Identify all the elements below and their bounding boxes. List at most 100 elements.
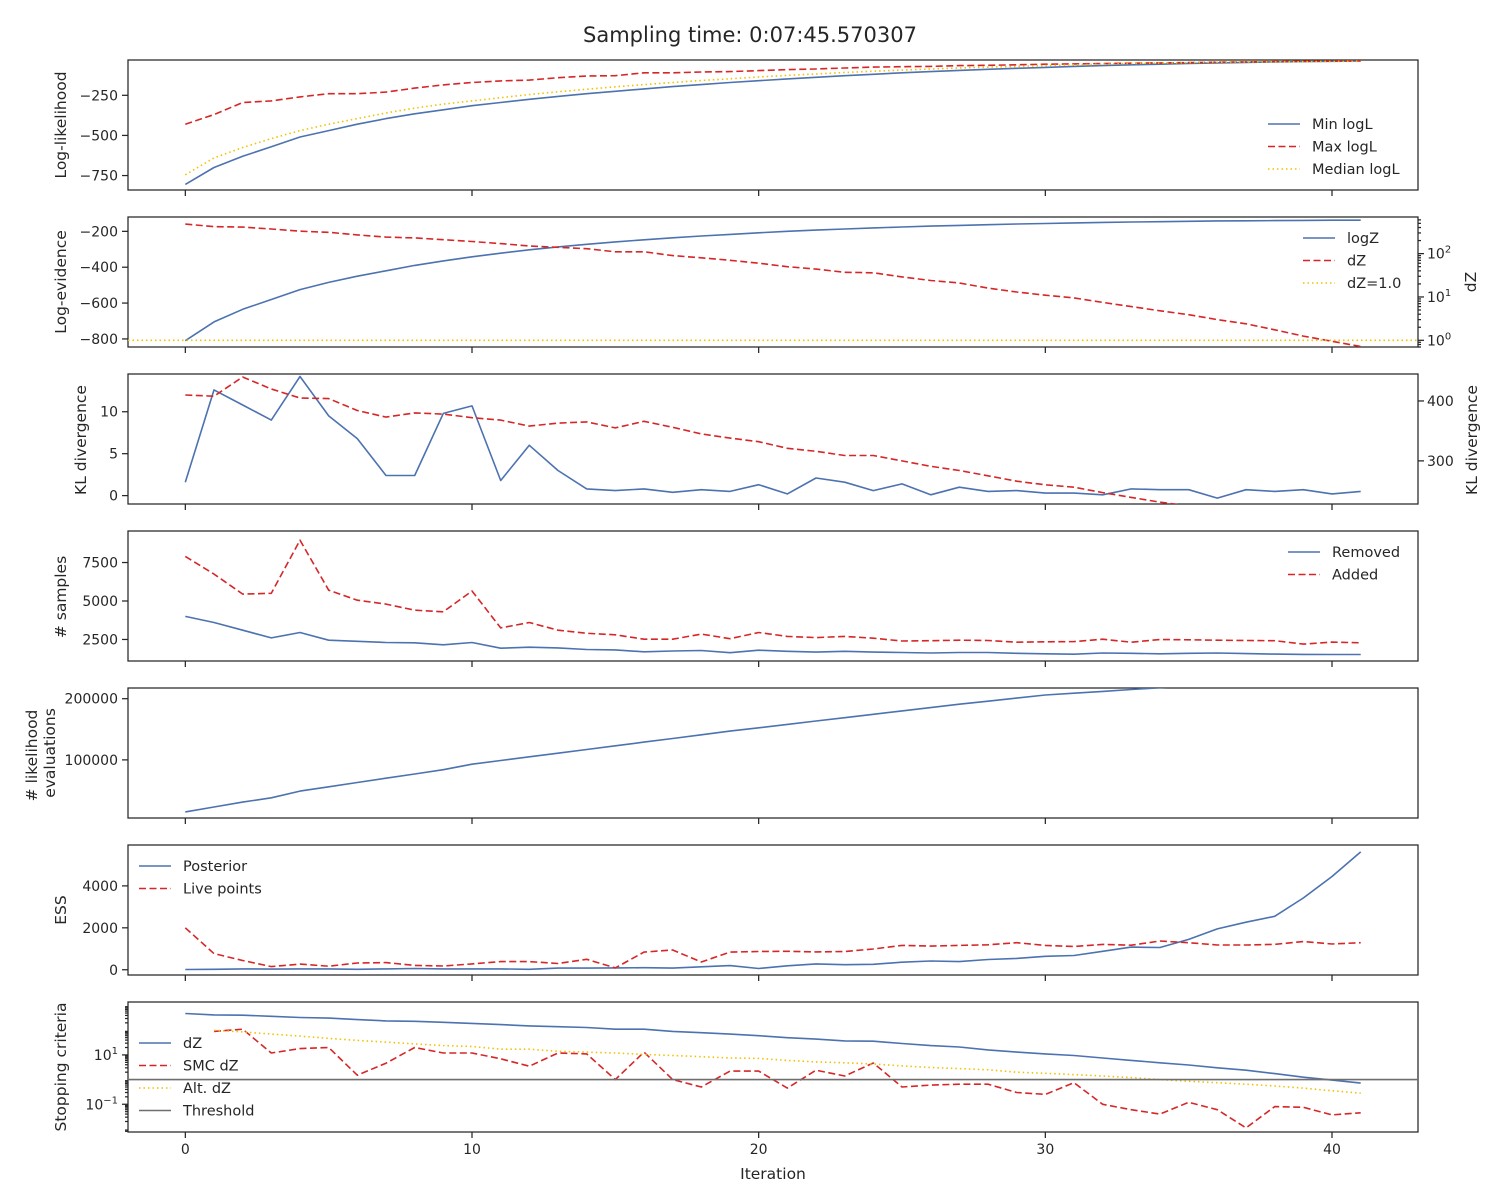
- y-tick-label: 10: [100, 405, 118, 421]
- legend-label: Posterior: [183, 859, 247, 875]
- series-layer: [184, 539, 1361, 656]
- y-tick-label: −800: [80, 332, 118, 348]
- series-line-blue: [185, 688, 1168, 813]
- series-layer: [128, 219, 1418, 347]
- panel-likelihood-evaluations-ylabel: # likelihood evaluations: [23, 705, 59, 802]
- x-tick-label: 10: [463, 1142, 481, 1158]
- series-layer: [128, 1012, 1418, 1129]
- plot-frame: [127, 1001, 1419, 1133]
- y-tick-label: −250: [80, 88, 118, 104]
- series-layer: [185, 688, 1168, 813]
- legend-label: logZ: [1347, 231, 1379, 247]
- ylabel-line-2: evaluations: [41, 708, 59, 798]
- series-line-max-logl: [185, 60, 1361, 125]
- y-tick-label: −600: [80, 296, 118, 312]
- plot-frame: [127, 373, 1419, 505]
- series-line-dz: [185, 223, 1361, 347]
- plot-frame: [127, 59, 1419, 191]
- y-tick-label: −200: [80, 224, 118, 240]
- series-line-median-logl: [184, 60, 1361, 176]
- legend-label: Live points: [183, 882, 262, 898]
- y-tick-label: −750: [80, 169, 118, 185]
- y-tick-label: −400: [80, 260, 118, 276]
- panel-log-evidence-plot: −800 −600 −400 −200 100 101 102 logZ dZ dZ=1.0: [80, 216, 1451, 353]
- panel-kl-divergence-y2label: KL divergence: [1463, 385, 1481, 495]
- panel-likelihood-evaluations: # likelihood evaluations 100000 200000: [23, 687, 1419, 824]
- plot-frame: [127, 216, 1419, 348]
- legend-label: Max logL: [1312, 140, 1377, 156]
- y2-tick-label: 400: [1427, 394, 1454, 410]
- y-tick-label: 2000: [82, 921, 118, 937]
- series-line-logz: [184, 219, 1361, 342]
- series-line-posterior: [185, 851, 1362, 971]
- panel-stopping-criteria-ylabel: Stopping criteria: [52, 1003, 70, 1132]
- panel-log-likelihood-plot: −750 −500 −250 Min logL Max logL Median logL: [80, 59, 1419, 196]
- panel-samples-plot: 2500 5000 7500 Removed Added: [82, 530, 1419, 667]
- y-tick-label: 7500: [82, 556, 118, 572]
- panel-kl-divergence: KL divergence KL divergence 0 5 10 300 400: [72, 373, 1481, 510]
- y2-tick-label: 100: [1427, 331, 1451, 349]
- x-tick-label: 40: [1323, 1142, 1341, 1158]
- panel-log-evidence: Log-evidence dZ −800 −600 −400 −200 100 101 10…: [52, 216, 1480, 353]
- legend-label: SMC dZ: [183, 1059, 239, 1075]
- y-tick-label: −500: [80, 128, 118, 144]
- legend-label: Median logL: [1312, 162, 1400, 178]
- panel-ess: ESS 0 2000 4000 Posterior Live points: [52, 844, 1419, 981]
- panel-log-likelihood: Log-likelihood −750 −500 −250 Min logL Max l…: [52, 59, 1419, 196]
- x-axis-label: Iteration: [740, 1165, 806, 1183]
- x-tick-label: 0: [181, 1142, 190, 1158]
- series-layer: [184, 60, 1361, 186]
- series-line-removed: [185, 615, 1361, 656]
- y-tick-label: 5: [109, 447, 118, 463]
- y-tick-label: 0: [109, 963, 118, 979]
- y-tick-label: 0: [109, 489, 118, 505]
- series-line-dz: [185, 1012, 1361, 1084]
- panel-kl-divergence-ylabel: KL divergence: [72, 385, 90, 495]
- x-tick-label: 30: [1036, 1142, 1054, 1158]
- series-layer: [184, 375, 1361, 504]
- y-tick-label: 200000: [65, 692, 118, 708]
- legend-label: Removed: [1332, 545, 1400, 561]
- plot-frame: [127, 844, 1419, 976]
- ylabel-line-1: # likelihood: [23, 710, 41, 802]
- y-tick-label: 100000: [65, 753, 118, 769]
- legend-label: dZ: [183, 1036, 202, 1052]
- series-line-red: [185, 376, 1181, 504]
- panel-samples: # samples 2500 5000 7500 Removed Added: [52, 530, 1419, 667]
- plot-frame: [127, 687, 1419, 819]
- legend-label: dZ: [1347, 254, 1366, 270]
- legend-label: dZ=1.0: [1347, 276, 1401, 292]
- legend-label: Threshold: [182, 1104, 254, 1120]
- legend-label: Min logL: [1312, 117, 1373, 133]
- y2-tick-label: 102: [1427, 245, 1451, 263]
- panel-ess-plot: 0 2000 4000 Posterior Live points: [82, 844, 1419, 981]
- panel-likelihood-evaluations-plot: 100000 200000: [65, 687, 1419, 824]
- series-line-smc-dz: [213, 1028, 1361, 1129]
- series-line-min-logl: [184, 60, 1361, 186]
- y-tick-label: 101: [94, 1046, 118, 1064]
- panel-ess-ylabel: ESS: [52, 895, 70, 924]
- y2-tick-label: 101: [1427, 288, 1451, 306]
- y-tick-label: 4000: [82, 879, 118, 895]
- figure-title: Sampling time: 0:07:45.570307: [583, 23, 917, 47]
- legend-label: Alt. dZ: [183, 1081, 231, 1097]
- y-tick-label: 2500: [82, 632, 118, 648]
- series-line-live-points: [184, 927, 1361, 969]
- panel-kl-divergence-plot: 0 5 10 300 400: [100, 373, 1454, 510]
- y-tick-label: 10−1: [85, 1095, 118, 1113]
- panel-log-likelihood-ylabel: Log-likelihood: [52, 71, 70, 178]
- y2-tick-label: 300: [1427, 454, 1454, 470]
- series-line-blue: [184, 375, 1361, 499]
- series-layer: [184, 851, 1362, 971]
- y-tick-label: 5000: [82, 594, 118, 610]
- legend-label: Added: [1332, 568, 1378, 584]
- x-tick-label: 20: [750, 1142, 768, 1158]
- series-line-added: [184, 539, 1361, 645]
- plot-frame: [127, 530, 1419, 662]
- panel-samples-ylabel: # samples: [52, 556, 70, 638]
- panel-log-evidence-ylabel: Log-evidence: [52, 230, 70, 334]
- panel-log-evidence-y2label: dZ: [1462, 272, 1480, 292]
